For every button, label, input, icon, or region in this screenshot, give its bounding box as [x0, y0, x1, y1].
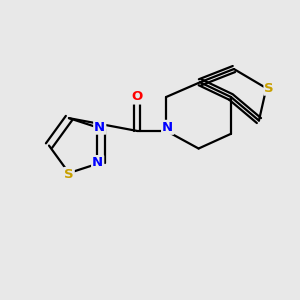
Text: O: O	[131, 91, 142, 103]
Text: N: N	[162, 121, 173, 134]
Text: N: N	[94, 121, 105, 134]
Text: S: S	[64, 168, 74, 181]
Text: N: N	[92, 156, 103, 169]
Text: S: S	[264, 82, 274, 95]
